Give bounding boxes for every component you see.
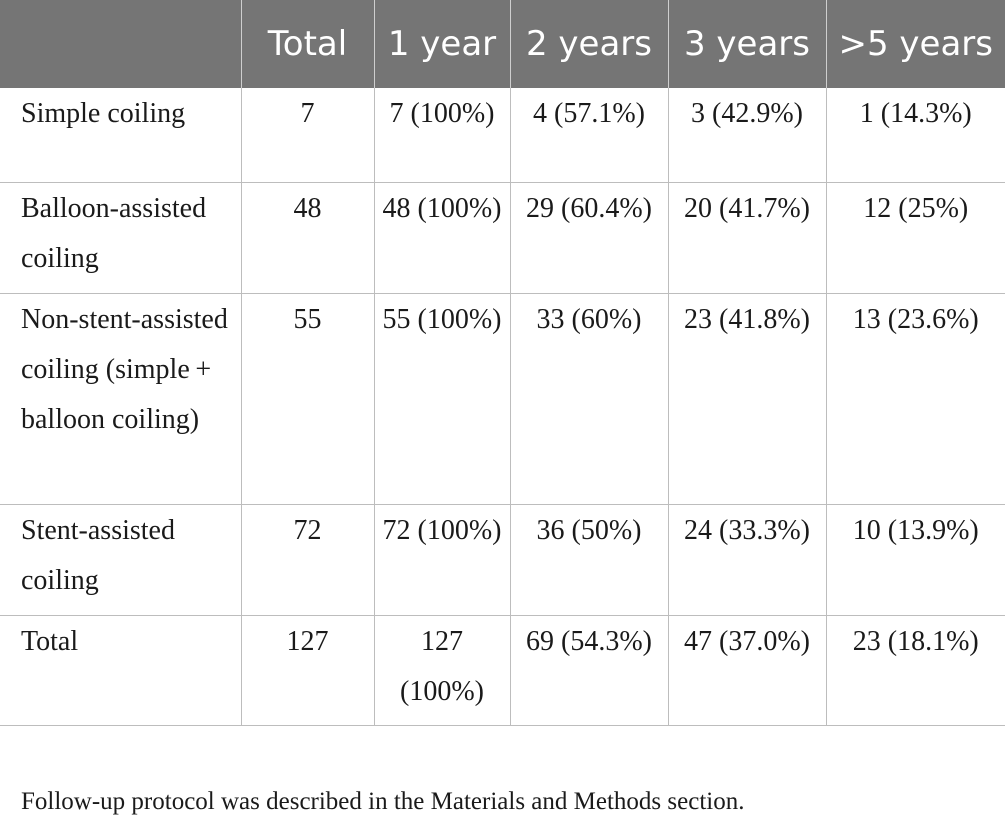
cell-3-years: 24 (33.3%)	[668, 504, 827, 616]
header-row: Total 1 year 2 years 3 years >5 years	[0, 0, 1005, 88]
cell-total: 72	[241, 504, 375, 616]
cell-2-years: 4 (57.1%)	[510, 88, 669, 183]
cell-over-5-years: 23 (18.1%)	[826, 615, 1005, 726]
table-body: Simple coiling 7 7 (100%) 4 (57.1%) 3 (4…	[0, 88, 1005, 726]
table-footnote: Follow-up protocol was described in the …	[21, 788, 745, 815]
followup-table-container: Total 1 year 2 years 3 years >5 years Si…	[0, 0, 1005, 726]
header-2-years: 2 years	[510, 0, 669, 88]
cell-total: 48	[241, 182, 375, 294]
header-total: Total	[241, 0, 375, 88]
cell-over-5-years: 13 (23.6%)	[826, 293, 1005, 505]
cell-1-year: 48 (100%)	[374, 182, 511, 294]
table-row: Balloon-assisted coiling 48 48 (100%) 29…	[0, 182, 1005, 294]
table-header: Total 1 year 2 years 3 years >5 years	[0, 0, 1005, 88]
cell-3-years: 3 (42.9%)	[668, 88, 827, 183]
table-row: Total 127 127 (100%) 69 (54.3%) 47 (37.0…	[0, 615, 1005, 726]
cell-total: 55	[241, 293, 375, 505]
cell-over-5-years: 10 (13.9%)	[826, 504, 1005, 616]
row-label: Stent-assisted coiling	[0, 504, 242, 616]
header-over-5-years: >5 years	[826, 0, 1005, 88]
cell-3-years: 23 (41.8%)	[668, 293, 827, 505]
cell-2-years: 69 (54.3%)	[510, 615, 669, 726]
row-label: Non-stent-assisted coiling (simple + bal…	[0, 293, 242, 505]
cell-over-5-years: 12 (25%)	[826, 182, 1005, 294]
header-1-year: 1 year	[374, 0, 511, 88]
header-3-years: 3 years	[668, 0, 827, 88]
cell-total: 7	[241, 88, 375, 183]
table-row: Stent-assisted coiling 72 72 (100%) 36 (…	[0, 504, 1005, 616]
cell-2-years: 33 (60%)	[510, 293, 669, 505]
cell-1-year: 7 (100%)	[374, 88, 511, 183]
cell-over-5-years: 1 (14.3%)	[826, 88, 1005, 183]
followup-table: Total 1 year 2 years 3 years >5 years Si…	[0, 0, 1005, 726]
cell-1-year: 55 (100%)	[374, 293, 511, 505]
table-row: Simple coiling 7 7 (100%) 4 (57.1%) 3 (4…	[0, 88, 1005, 183]
cell-1-year: 72 (100%)	[374, 504, 511, 616]
row-label: Simple coiling	[0, 88, 242, 183]
cell-total: 127	[241, 615, 375, 726]
cell-2-years: 29 (60.4%)	[510, 182, 669, 294]
row-label: Total	[0, 615, 242, 726]
row-label: Balloon-assisted coiling	[0, 182, 242, 294]
cell-2-years: 36 (50%)	[510, 504, 669, 616]
header-empty	[0, 0, 242, 88]
table-row: Non-stent-assisted coiling (simple + bal…	[0, 293, 1005, 505]
cell-3-years: 47 (37.0%)	[668, 615, 827, 726]
cell-1-year: 127 (100%)	[374, 615, 511, 726]
cell-3-years: 20 (41.7%)	[668, 182, 827, 294]
